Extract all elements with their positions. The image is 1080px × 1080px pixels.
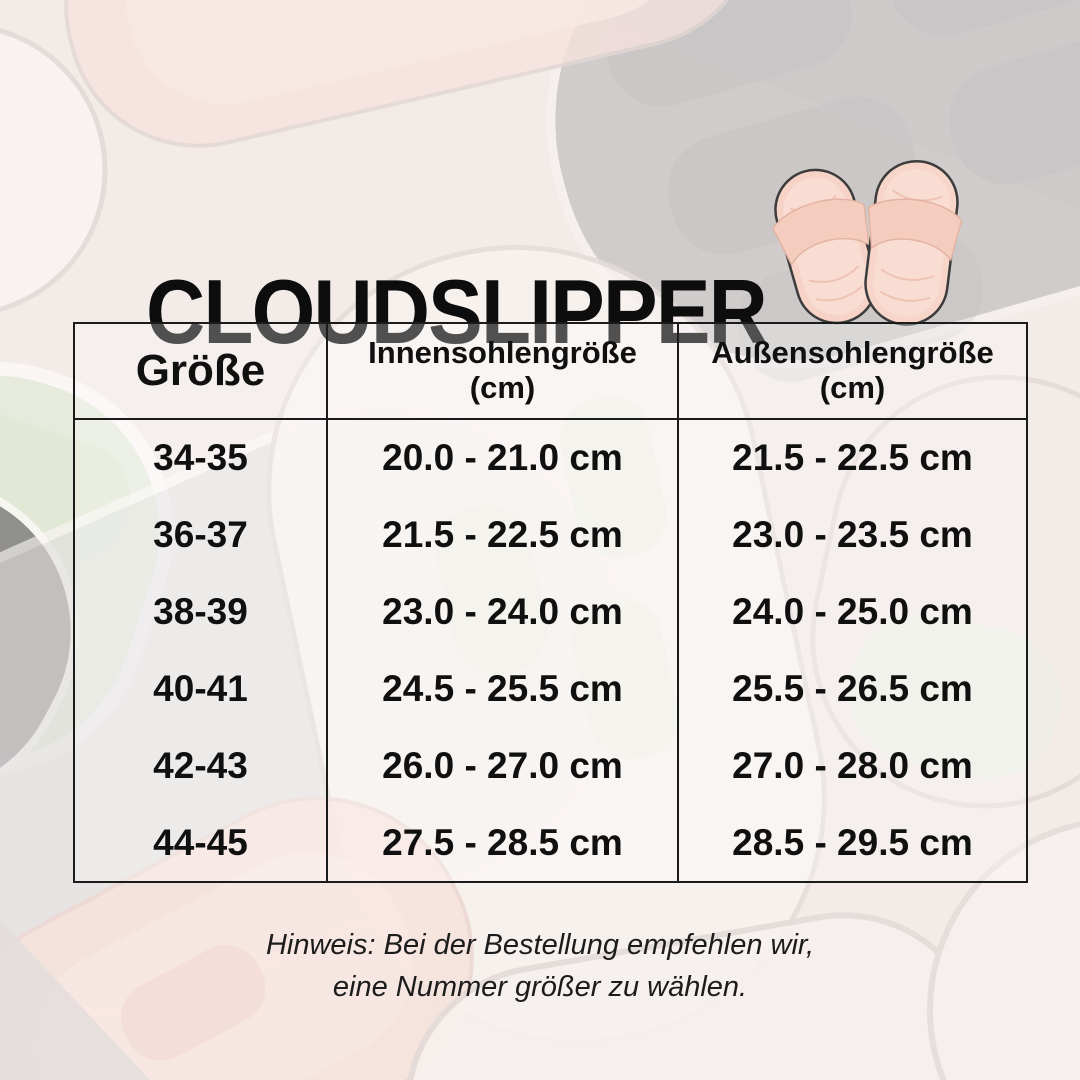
table-row-outsole: 28.5 - 29.5 cm: [732, 821, 973, 863]
outsole-header-unit: (cm): [819, 370, 886, 405]
bg-pale-slipper-right: [810, 374, 1080, 809]
column-header-size: Größe: [75, 324, 328, 420]
table-row-size: 44-45: [75, 804, 328, 881]
bg-pink-slipper-top: [64, 0, 760, 148]
table-row-insole: 24.5 - 25.5 cm: [328, 650, 679, 728]
table-row-outsole: 21.5 - 22.5 cm: [732, 437, 973, 479]
table-row-size: 36-37: [75, 496, 328, 574]
table-row-size: 34-35: [75, 420, 328, 497]
table-row-outsole: 23.0 - 23.5 cm: [732, 514, 973, 556]
size-header-label: Größe: [135, 346, 266, 395]
note-line-1: Hinweis: Bei der Bestellung empfehlen wi…: [265, 929, 815, 961]
bg-gray-wedge: [560, 0, 1080, 210]
table-row-size: 42-43: [75, 727, 328, 805]
bg-gray-corner: [0, 920, 150, 1080]
table-row-insole: 20.0 - 21.0 cm: [328, 420, 679, 497]
note-line-2: eine Nummer größer zu wählen.: [332, 971, 748, 1004]
table-row-size: 40-41: [75, 650, 328, 728]
insole-header-label: Innensohlengröße: [368, 335, 637, 371]
bg-white-sole-corner: [927, 821, 1080, 1080]
order-hint-note: Hinweis: Bei der Bestellung empfehlen wi…: [0, 924, 1080, 1008]
table-row-outsole: 24.0 - 25.0 cm: [732, 591, 973, 633]
size-table: Größe Innensohlengröße (cm) Außensohleng…: [73, 322, 1028, 883]
insole-header-unit: (cm): [469, 370, 536, 405]
outsole-header-label: Außensohlengröße: [711, 335, 994, 371]
table-row-outsole: 25.5 - 26.5 cm: [732, 667, 973, 709]
table-row-insole: 21.5 - 22.5 cm: [328, 496, 679, 574]
column-header-outsole: Außensohlengröße (cm): [679, 324, 1026, 420]
page-title: CLOUDSLIPPER: [146, 261, 768, 363]
table-row-outsole: 27.0 - 28.0 cm: [732, 744, 973, 786]
table-row-size: 38-39: [75, 573, 328, 651]
table-row-insole: 26.0 - 27.0 cm: [328, 727, 679, 805]
bg-white-sole-edge: [0, 28, 108, 312]
table-row-insole: 23.0 - 24.0 cm: [328, 573, 679, 651]
pink-slippers-icon: [772, 159, 963, 326]
table-row-insole: 27.5 - 28.5 cm: [328, 804, 679, 881]
column-header-insole: Innensohlengröße (cm): [328, 324, 679, 420]
